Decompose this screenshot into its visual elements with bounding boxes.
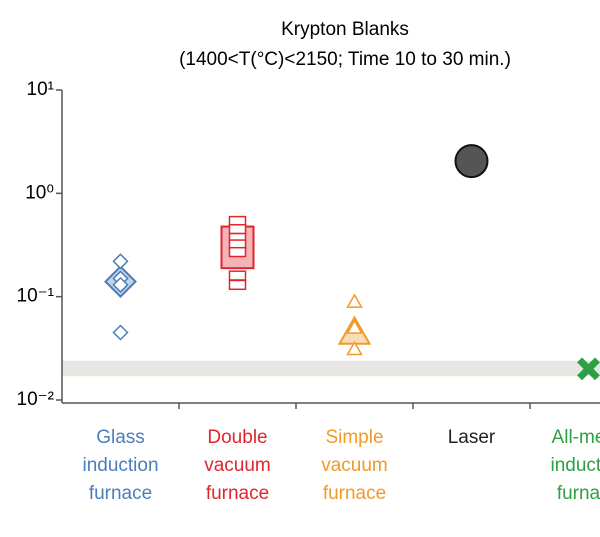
category-label: All-metal [552, 427, 600, 448]
point [346, 319, 363, 334]
category-label: furnace [89, 483, 152, 504]
category-label: Double [207, 427, 267, 448]
y-tick-label: 10¹ [27, 79, 54, 100]
mean-marker [454, 144, 489, 179]
point [346, 293, 363, 308]
y-tick-label: 10⁰ [25, 182, 54, 203]
y-tick-label: 10⁻¹ [17, 286, 55, 307]
category-label: induction [550, 455, 600, 476]
category-label: furnace [323, 483, 386, 504]
category-label: vacuum [321, 455, 388, 476]
category-label: furnace [206, 483, 269, 504]
category-label: furnace [557, 483, 600, 504]
category-label: Simple [325, 427, 383, 448]
point [112, 276, 129, 293]
category-label: Laser [448, 427, 496, 448]
category-label: induction [82, 455, 158, 476]
point [228, 246, 247, 258]
mean-marker [577, 357, 600, 381]
chart-subtitle: (1400<T(°C)<2150; Time 10 to 30 min.) [179, 49, 511, 70]
category-label: Glass [96, 427, 145, 448]
chart-title: Krypton Blanks [281, 19, 409, 40]
category-label: vacuum [204, 455, 271, 476]
background-band [62, 360, 600, 377]
point [112, 324, 129, 341]
y-tick-label: 10⁻² [17, 389, 55, 410]
point [228, 270, 247, 281]
point [228, 279, 247, 291]
point [346, 340, 363, 356]
point [112, 253, 129, 270]
point [228, 224, 247, 235]
